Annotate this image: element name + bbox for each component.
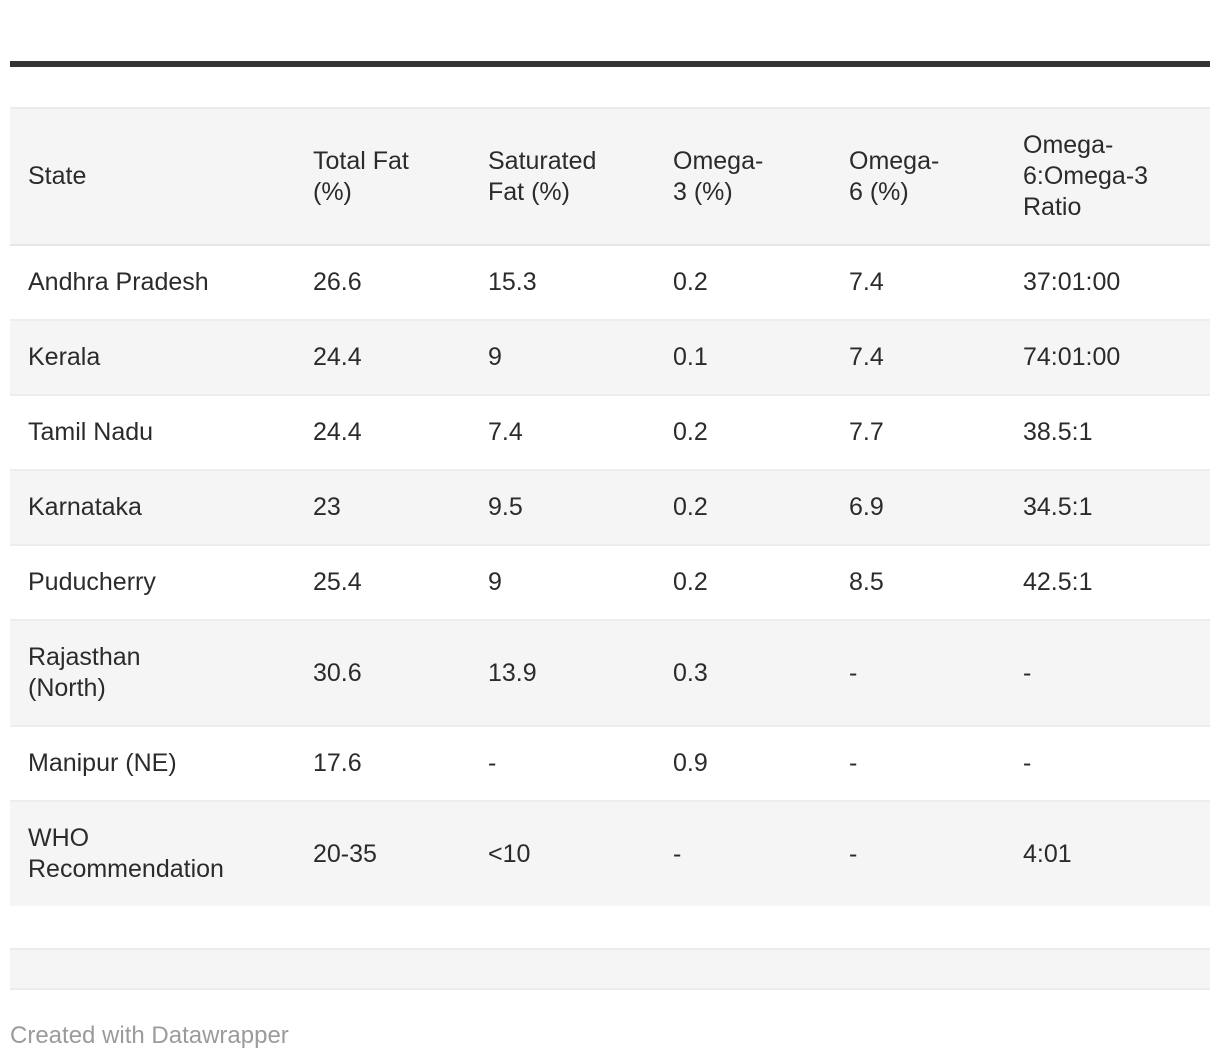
cell-omega-3: 0.2 (673, 418, 708, 446)
table-row-manipur-ne: Manipur (NE) 17.6 - 0.9 - - (10, 726, 1210, 801)
cell-omega-3: 0.2 (673, 568, 708, 596)
column-header-omega-6-label: Omega-6 (%) (849, 146, 940, 206)
column-header-saturated-fat-label: Saturated Fat (%) (488, 146, 597, 206)
cell-saturated-fat: 13.9 (488, 658, 537, 687)
cell-saturated-fat: - (488, 749, 497, 777)
cell-omega-3: - (673, 839, 682, 868)
cell-omega-6: 6.9 (849, 493, 884, 521)
cell-omega-6: 7.4 (849, 268, 884, 296)
column-header-ratio-label: Omega-6:Omega-3 Ratio (1023, 131, 1149, 221)
cell-omega-3: 0.1 (673, 343, 708, 371)
cell-total-fat: 30.6 (313, 658, 362, 687)
state-label: Puducherry (28, 568, 156, 596)
cell-ratio: 37:01:00 (1023, 268, 1121, 296)
cell-saturated-fat: 15.3 (488, 268, 537, 296)
column-header-omega-3-label: Omega-3 (%) (673, 146, 764, 206)
cell-total-fat: 25.4 (313, 568, 362, 596)
cell-omega-3: 0.2 (673, 268, 708, 296)
cell-omega-6: 8.5 (849, 568, 884, 596)
column-header-omega-3: Omega-3 (%) (673, 108, 849, 245)
chart-top-rule (10, 61, 1210, 67)
cell-state: WHO Recommendation (10, 801, 313, 906)
cell-total-fat: 24.4 (313, 418, 362, 446)
column-header-state-label: State (28, 162, 87, 190)
table-row-karnataka: Karnataka 23 9.5 0.2 6.9 34.5:1 (10, 470, 1210, 545)
cell-omega-6: - (849, 658, 858, 687)
cell-ratio: 42.5:1 (1023, 568, 1093, 596)
cell-omega-6: 7.7 (849, 418, 884, 446)
state-label: Tamil Nadu (28, 418, 154, 446)
column-header-ratio: Omega-6:Omega-3 Ratio (1023, 108, 1210, 245)
cell-ratio: 38.5:1 (1023, 418, 1093, 446)
cell-state: Tamil Nadu (10, 395, 313, 470)
cell-ratio: 74:01:00 (1023, 343, 1121, 371)
cell-saturated-fat: 9 (488, 343, 502, 371)
column-header-saturated-fat: Saturated Fat (%) (488, 108, 673, 245)
column-header-total-fat-label: Total Fat (%) (313, 146, 409, 206)
cell-ratio: - (1023, 749, 1032, 777)
state-label: Kerala (28, 343, 101, 371)
table-row-puducherry: Puducherry 25.4 9 0.2 8.5 42.5:1 (10, 545, 1210, 620)
table-header: State Total Fat (%) Saturated Fat (%) Om… (10, 108, 1210, 245)
fat-content-table: State Total Fat (%) Saturated Fat (%) Om… (10, 107, 1210, 906)
cell-total-fat: 20-35 (313, 839, 377, 868)
table-container: State Total Fat (%) Saturated Fat (%) Om… (10, 107, 1210, 906)
cell-state: Manipur (NE) (10, 726, 313, 801)
state-label: Andhra Pradesh (28, 268, 209, 296)
cell-total-fat: 26.6 (313, 268, 362, 296)
cell-omega-3: 0.2 (673, 493, 708, 521)
cell-omega-3: 0.3 (673, 658, 708, 687)
cell-state: Andhra Pradesh (10, 245, 313, 320)
page: State Total Fat (%) Saturated Fat (%) Om… (0, 61, 1220, 1050)
cell-saturated-fat: 9.5 (488, 493, 523, 521)
table-body: Andhra Pradesh 26.6 15.3 0.2 7.4 37:01:0… (10, 245, 1210, 906)
cell-omega-6: 7.4 (849, 343, 884, 371)
cell-total-fat: 24.4 (313, 343, 362, 371)
cell-omega-6: - (849, 839, 858, 868)
cell-state: Rajasthan (North) (10, 620, 313, 726)
header-row: State Total Fat (%) Saturated Fat (%) Om… (10, 108, 1210, 245)
table-row-kerala: Kerala 24.4 9 0.1 7.4 74:01:00 (10, 320, 1210, 395)
table-row-tamil-nadu: Tamil Nadu 24.4 7.4 0.2 7.7 38.5:1 (10, 395, 1210, 470)
state-label: Karnataka (28, 493, 142, 521)
cell-saturated-fat: 9 (488, 568, 502, 596)
table-row-andhra-pradesh: Andhra Pradesh 26.6 15.3 0.2 7.4 37:01:0… (10, 245, 1210, 320)
column-header-omega-6: Omega-6 (%) (849, 108, 1023, 245)
column-header-state: State (10, 108, 313, 245)
cell-ratio: 4:01 (1023, 839, 1072, 868)
state-label: WHO Recommendation (28, 824, 224, 883)
state-label: Manipur (NE) (28, 749, 177, 777)
cell-state: Karnataka (10, 470, 313, 545)
cell-omega-3: 0.9 (673, 749, 708, 777)
cell-saturated-fat: 7.4 (488, 418, 523, 446)
cell-total-fat: 17.6 (313, 749, 362, 777)
table-footer-strip (10, 948, 1210, 990)
table-row-who-recommendation: WHO Recommendation 20-35 <10 - - 4:01 (10, 801, 1210, 906)
datawrapper-credit[interactable]: Created with Datawrapper (10, 1022, 289, 1049)
state-label: Rajasthan (North) (28, 643, 141, 702)
cell-total-fat: 23 (313, 493, 341, 521)
column-header-total-fat: Total Fat (%) (313, 108, 488, 245)
cell-ratio: - (1023, 658, 1032, 687)
cell-ratio: 34.5:1 (1023, 493, 1093, 521)
cell-state: Kerala (10, 320, 313, 395)
cell-saturated-fat: <10 (488, 839, 531, 868)
table-row-rajasthan-north: Rajasthan (North) 30.6 13.9 0.3 - - (10, 620, 1210, 726)
cell-state: Puducherry (10, 545, 313, 620)
cell-omega-6: - (849, 749, 858, 777)
